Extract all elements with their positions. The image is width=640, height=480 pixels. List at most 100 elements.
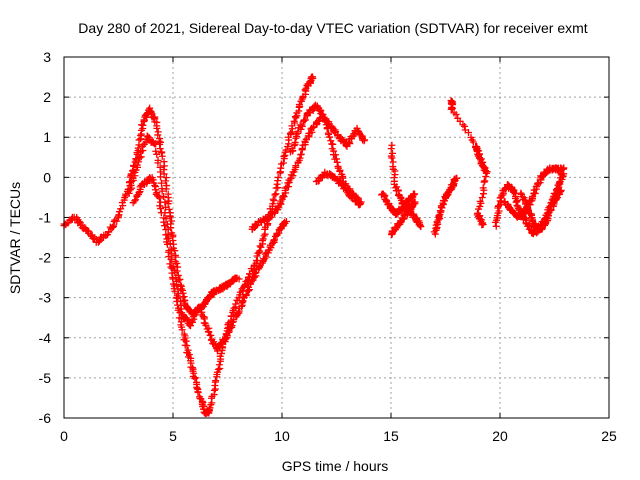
data-point (194, 389, 202, 397)
tick-labels: 0 5 10 15 20 25 -6 -5 -4 -3 -2 -1 0 1 2 3 (39, 49, 617, 444)
data-point (152, 147, 160, 155)
series-track-i (387, 198, 419, 239)
data-point (161, 222, 169, 230)
data-point (109, 221, 117, 229)
data-point (417, 223, 425, 231)
data-point (478, 221, 486, 229)
data-point (282, 146, 290, 154)
data-point (301, 86, 309, 94)
data-point (165, 205, 173, 213)
data-point (157, 198, 165, 206)
y-tick-label: -6 (39, 410, 52, 426)
data-point (290, 141, 298, 149)
data-point (274, 173, 282, 181)
data-point (510, 188, 518, 196)
data-point (483, 168, 491, 176)
series-track-m (517, 186, 565, 234)
data-point (139, 121, 147, 129)
data-point (512, 198, 520, 206)
data-point (222, 330, 230, 338)
data-point (134, 144, 142, 152)
data-point (560, 164, 568, 172)
data-point (149, 176, 157, 184)
data-point (271, 191, 279, 199)
data-point (158, 187, 166, 195)
data-point (290, 117, 298, 125)
data-point (137, 132, 145, 140)
data-point (125, 189, 133, 197)
y-tick-label: 0 (43, 169, 51, 185)
data-point (479, 190, 487, 198)
data-point (151, 181, 159, 189)
series-track-k (447, 97, 491, 229)
data-point (244, 273, 252, 281)
data-point (162, 177, 170, 185)
data-point (332, 151, 340, 159)
data-point (137, 153, 145, 161)
x-tick-label: 0 (60, 428, 68, 444)
data-point (465, 129, 473, 137)
data-point (321, 117, 329, 125)
data-point (153, 124, 161, 132)
y-tick-label: -3 (39, 290, 52, 306)
data-point (320, 113, 328, 121)
data-point (309, 75, 317, 83)
data-point (482, 173, 490, 181)
data-point (164, 200, 172, 208)
data-point (513, 201, 521, 209)
data-point (131, 197, 139, 205)
data-point (360, 137, 368, 145)
data-point (212, 377, 220, 385)
data-point (388, 154, 396, 162)
data-point (132, 196, 140, 204)
data-point (167, 263, 175, 271)
data-point (544, 212, 552, 220)
data-point (183, 342, 191, 350)
data-point (480, 178, 488, 186)
data-point (173, 301, 181, 309)
data-point (291, 138, 299, 146)
y-tick-label: -4 (39, 330, 52, 346)
data-point (157, 209, 165, 217)
chart-title: Day 280 of 2021, Sidereal Day-to-day VTE… (78, 20, 587, 36)
data-point (133, 161, 141, 169)
data-point (191, 374, 199, 382)
data-point (327, 137, 335, 145)
x-tick-label: 25 (601, 428, 617, 444)
data-point (167, 255, 175, 263)
x-tick-label: 5 (169, 428, 177, 444)
data-point (178, 326, 186, 334)
plot-frame (63, 56, 610, 419)
data-points (60, 73, 568, 418)
data-point (477, 199, 485, 207)
data-point (162, 174, 170, 182)
data-point (235, 275, 243, 283)
data-point (435, 211, 443, 219)
data-point (113, 217, 121, 225)
data-point (291, 113, 299, 121)
data-point (279, 159, 287, 167)
data-point (410, 198, 418, 206)
data-point (153, 150, 161, 158)
series-track-c (129, 73, 317, 418)
data-point (531, 189, 539, 197)
data-point (332, 155, 340, 163)
data-point (243, 277, 251, 285)
data-point (182, 337, 190, 345)
data-point (206, 404, 214, 412)
series-track-n (500, 164, 568, 221)
y-tick-label: -2 (39, 250, 52, 266)
data-point (158, 152, 166, 160)
y-tick-label: 3 (43, 49, 51, 65)
data-point (102, 232, 110, 240)
x-axis-label: GPS time / hours (282, 458, 389, 474)
data-point (280, 152, 288, 160)
plot-border (63, 56, 610, 419)
data-point (152, 140, 160, 148)
data-point (155, 192, 163, 200)
y-tick-label: -1 (39, 209, 52, 225)
data-point (156, 145, 164, 153)
data-point (188, 317, 196, 325)
